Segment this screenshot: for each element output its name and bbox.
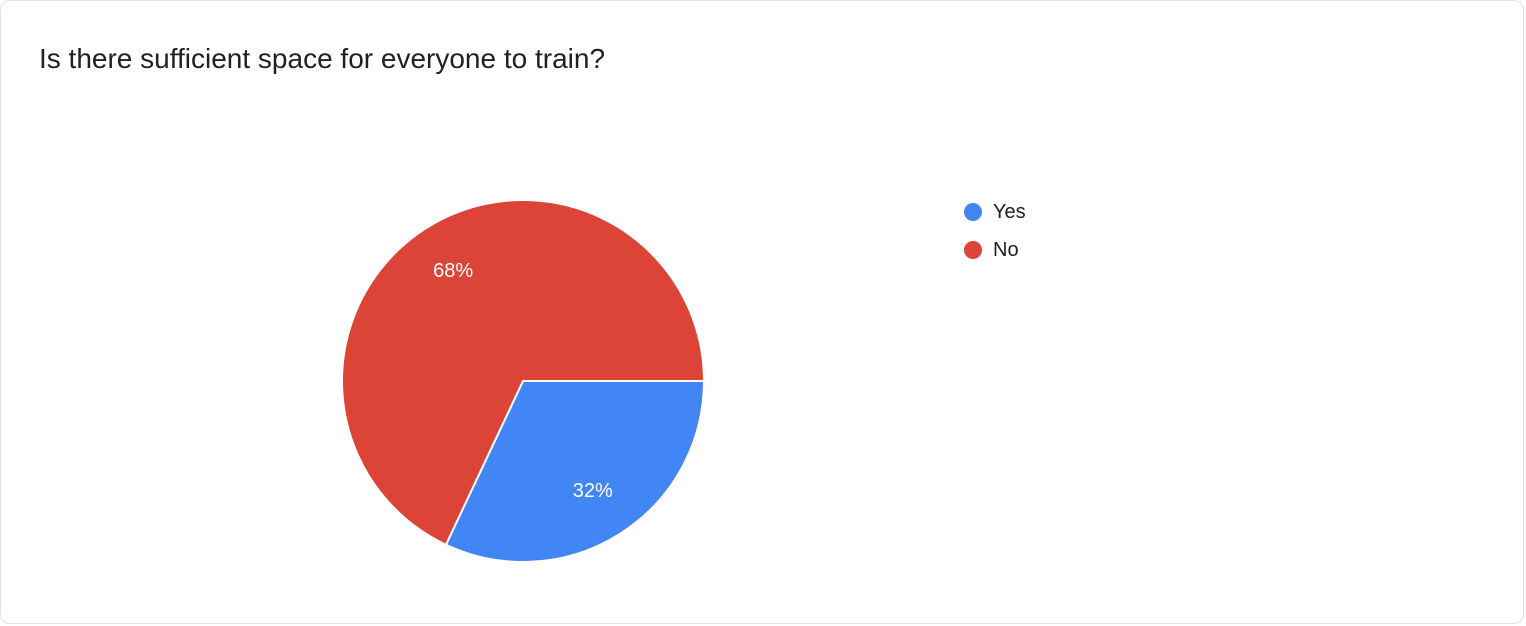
legend-dot-yes <box>964 203 982 221</box>
chart-legend: Yes No <box>964 200 1026 262</box>
legend-item-yes: Yes <box>964 200 1026 224</box>
pie-chart: 32% 68% <box>341 199 705 563</box>
legend-item-no: No <box>964 238 1026 262</box>
pie-slice-yes <box>444 380 705 563</box>
pie-slice-no <box>341 199 705 546</box>
pie-slice-label-no: 68% <box>433 260 473 282</box>
legend-label-no: No <box>993 239 1019 261</box>
pie-slice-label-yes: 32% <box>573 480 613 502</box>
chart-title: Is there sufficient space for everyone t… <box>39 43 606 74</box>
legend-dot-no <box>964 241 982 259</box>
legend-label-yes: Yes <box>993 201 1026 223</box>
